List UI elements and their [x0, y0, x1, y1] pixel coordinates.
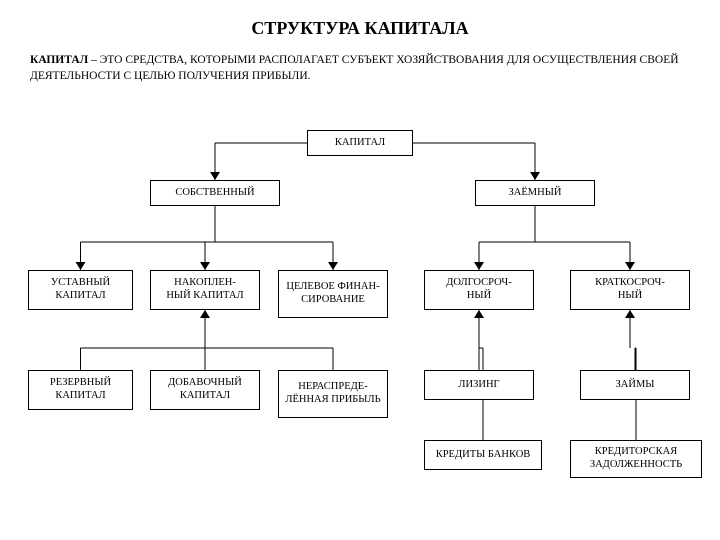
- node-zaimy: ЗАЙМЫ: [580, 370, 690, 400]
- node-own: СОБСТВЕННЫЙ: [150, 180, 280, 206]
- node-rezerv: РЕЗЕРВНЫЙ КАПИТАЛ: [28, 370, 133, 410]
- node-celev: ЦЕЛЕВОЕ ФИНАН-СИРОВАНИЕ: [278, 270, 388, 318]
- node-nakopl: НАКОПЛЕН-НЫЙ КАПИТАЛ: [150, 270, 260, 310]
- node-nerasp: НЕРАСПРЕДЕ-ЛЁННАЯ ПРИБЫЛЬ: [278, 370, 388, 418]
- diagram-canvas: КАПИТАЛ СОБСТВЕННЫЙ ЗАЁМНЫЙ УСТАВНЫЙ КАПИТА…: [0, 0, 720, 540]
- node-root: КАПИТАЛ: [307, 130, 413, 156]
- node-dobav: ДОБАВОЧНЫЙ КАПИТАЛ: [150, 370, 260, 410]
- node-kreditor: КРЕДИТОРСКАЯ ЗАДОЛЖЕННОСТЬ: [570, 440, 702, 478]
- node-kratk: КРАТКОСРОЧ-НЫЙ: [570, 270, 690, 310]
- node-kredit: КРЕДИТЫ БАНКОВ: [424, 440, 542, 470]
- node-lizing: ЛИЗИНГ: [424, 370, 534, 400]
- node-loan: ЗАЁМНЫЙ: [475, 180, 595, 206]
- node-dolg: ДОЛГОСРОЧ-НЫЙ: [424, 270, 534, 310]
- node-ustav: УСТАВНЫЙ КАПИТАЛ: [28, 270, 133, 310]
